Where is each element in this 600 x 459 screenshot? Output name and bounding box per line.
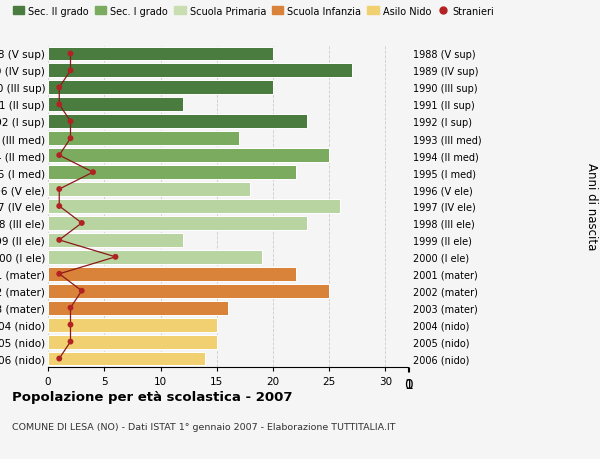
Bar [48, 115, 307, 129]
Bar [48, 217, 307, 230]
Point [55, 270, 64, 278]
Point [55, 152, 64, 159]
Bar [48, 132, 239, 146]
Point [66, 321, 76, 329]
Bar [48, 250, 262, 264]
Point [88, 169, 98, 176]
Point [55, 84, 64, 92]
Legend: Sec. II grado, Sec. I grado, Scuola Primaria, Scuola Infanzia, Asilo Nido, Stran: Sec. II grado, Sec. I grado, Scuola Prim… [11, 5, 496, 19]
Bar [48, 98, 183, 112]
Point [110, 254, 120, 261]
Bar [48, 183, 251, 196]
Point [77, 220, 86, 227]
Bar [48, 352, 205, 366]
Point [77, 287, 86, 295]
Point [66, 67, 76, 75]
Text: Popolazione per età scolastica - 2007: Popolazione per età scolastica - 2007 [12, 390, 293, 403]
Point [66, 135, 76, 143]
Bar [48, 64, 352, 78]
Point [55, 237, 64, 244]
Bar [48, 200, 340, 213]
Bar [48, 47, 273, 62]
Bar [48, 81, 273, 95]
Bar [48, 301, 228, 315]
Bar [48, 149, 329, 163]
Bar [48, 335, 217, 349]
Point [55, 186, 64, 193]
Bar [48, 234, 183, 247]
Point [66, 118, 76, 126]
Point [55, 101, 64, 109]
Bar [48, 166, 296, 179]
Text: Anni di nascita: Anni di nascita [584, 163, 598, 250]
Point [66, 50, 76, 58]
Point [55, 203, 64, 210]
Bar [48, 318, 217, 332]
Point [66, 338, 76, 346]
Text: COMUNE DI LESA (NO) - Dati ISTAT 1° gennaio 2007 - Elaborazione TUTTITALIA.IT: COMUNE DI LESA (NO) - Dati ISTAT 1° genn… [12, 422, 395, 431]
Point [66, 304, 76, 312]
Point [55, 355, 64, 363]
Bar [48, 267, 296, 281]
Bar [48, 284, 329, 298]
